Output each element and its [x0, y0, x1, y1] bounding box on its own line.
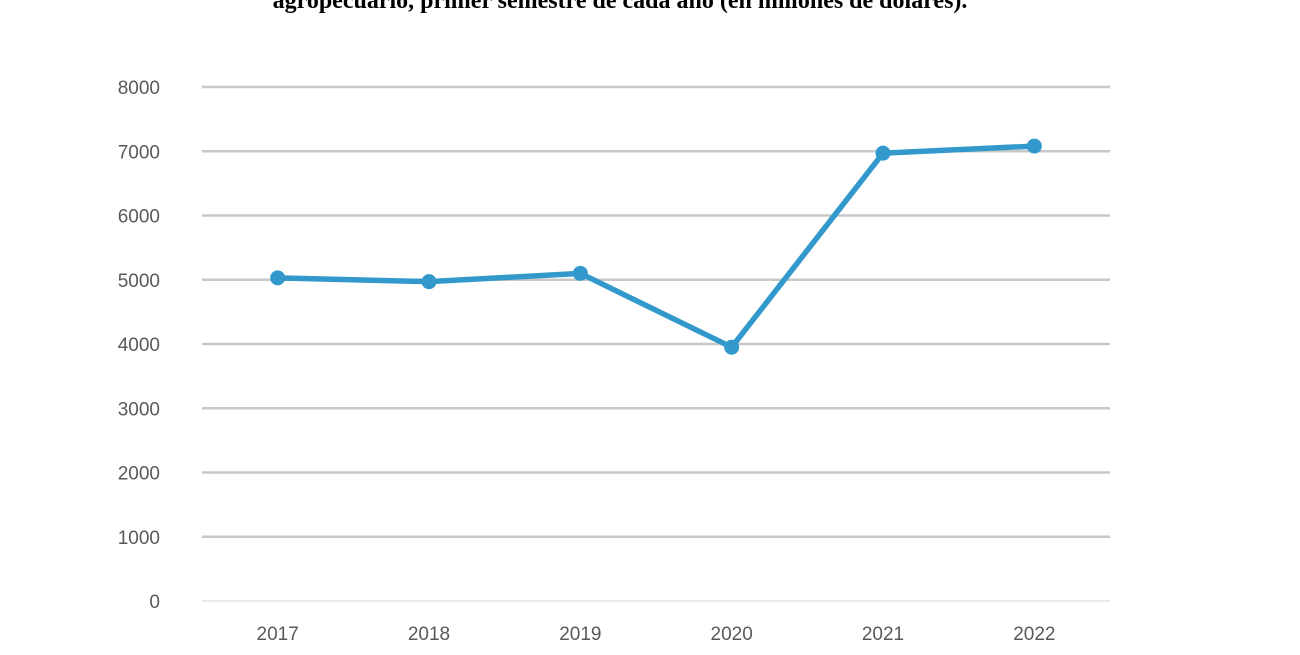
data-point — [572, 265, 588, 281]
y-tick-label: 6000 — [118, 207, 160, 228]
x-tick-label: 2020 — [711, 624, 753, 645]
data-point — [724, 339, 740, 355]
data-point — [1026, 138, 1042, 154]
x-axis-tick-labels: 2017 2018 2019 2020 2021 2022 — [257, 624, 1056, 645]
x-tick-label: 2022 — [1013, 624, 1055, 645]
data-point — [270, 270, 286, 286]
y-tick-label: 1000 — [118, 528, 160, 549]
x-tick-label: 2019 — [559, 624, 601, 645]
y-tick-label: 0 — [149, 592, 160, 613]
x-tick-label: 2018 — [408, 624, 450, 645]
y-tick-label: 3000 — [118, 399, 160, 420]
x-tick-label: 2021 — [862, 624, 904, 645]
x-tick-label: 2017 — [257, 624, 299, 645]
data-point — [421, 274, 437, 290]
chart-title: agropecuario, primer semestre de cada añ… — [272, 0, 968, 14]
y-tick-label: 8000 — [118, 78, 160, 99]
series-line — [274, 143, 1038, 350]
y-tick-label: 5000 — [118, 271, 160, 292]
y-tick-label: 2000 — [118, 464, 160, 485]
gridlines — [202, 85, 1110, 602]
y-tick-label: 7000 — [118, 142, 160, 163]
y-tick-label: 4000 — [118, 335, 160, 356]
data-point — [875, 145, 891, 161]
data-series — [270, 138, 1042, 355]
y-axis-tick-labels: 0 1000 2000 3000 4000 5000 6000 7000 8000 — [118, 78, 160, 613]
